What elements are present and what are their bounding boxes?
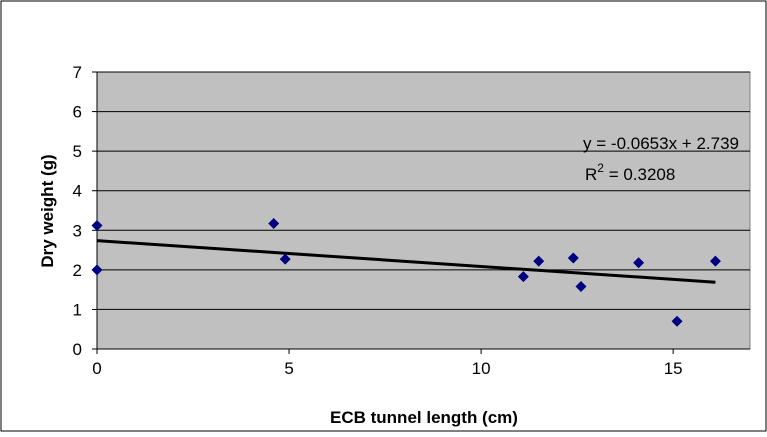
data-point <box>575 280 587 292</box>
y-tick-label: 1 <box>73 300 82 319</box>
trendline-equation: y = -0.0653x + 2.739 <box>583 134 739 153</box>
r-squared-prefix: R <box>585 165 597 184</box>
y-tick-label: 7 <box>73 63 82 82</box>
plot-area <box>96 71 751 350</box>
data-point <box>517 271 529 283</box>
data-point <box>533 255 545 267</box>
data-point <box>671 315 683 327</box>
data-point <box>91 264 103 276</box>
gridlines <box>97 71 750 310</box>
x-axis-title: ECB tunnel length (cm) <box>330 408 518 427</box>
y-axis-title: Dry weight (g) <box>38 154 57 267</box>
r-squared-label: R2 = 0.3208 <box>585 161 675 184</box>
y-tick-label: 3 <box>73 221 82 240</box>
x-tick-label: 15 <box>664 359 683 378</box>
x-tick-label: 5 <box>284 359 293 378</box>
y-tick-label: 4 <box>73 182 82 201</box>
y-tick-label: 2 <box>73 261 82 280</box>
data-point <box>709 255 721 267</box>
data-point <box>279 253 291 265</box>
x-tick-label: 10 <box>472 359 491 378</box>
y-tick-label: 5 <box>73 142 82 161</box>
data-point <box>268 218 280 230</box>
r-squared-superscript: 2 <box>597 161 604 175</box>
y-tick-label: 6 <box>73 103 82 122</box>
r-squared-value: = 0.3208 <box>604 165 675 184</box>
data-point <box>633 257 645 269</box>
trendline <box>96 239 716 284</box>
y-tick-label: 0 <box>73 340 82 359</box>
x-tick-label: 0 <box>92 359 101 378</box>
data-points <box>91 218 721 327</box>
y-tick-labels: 0 1 2 3 4 5 6 7 <box>73 63 82 359</box>
data-point <box>567 252 579 264</box>
x-tick-labels: 0 5 10 15 <box>92 359 682 378</box>
axes <box>92 71 750 354</box>
data-point <box>91 220 103 232</box>
